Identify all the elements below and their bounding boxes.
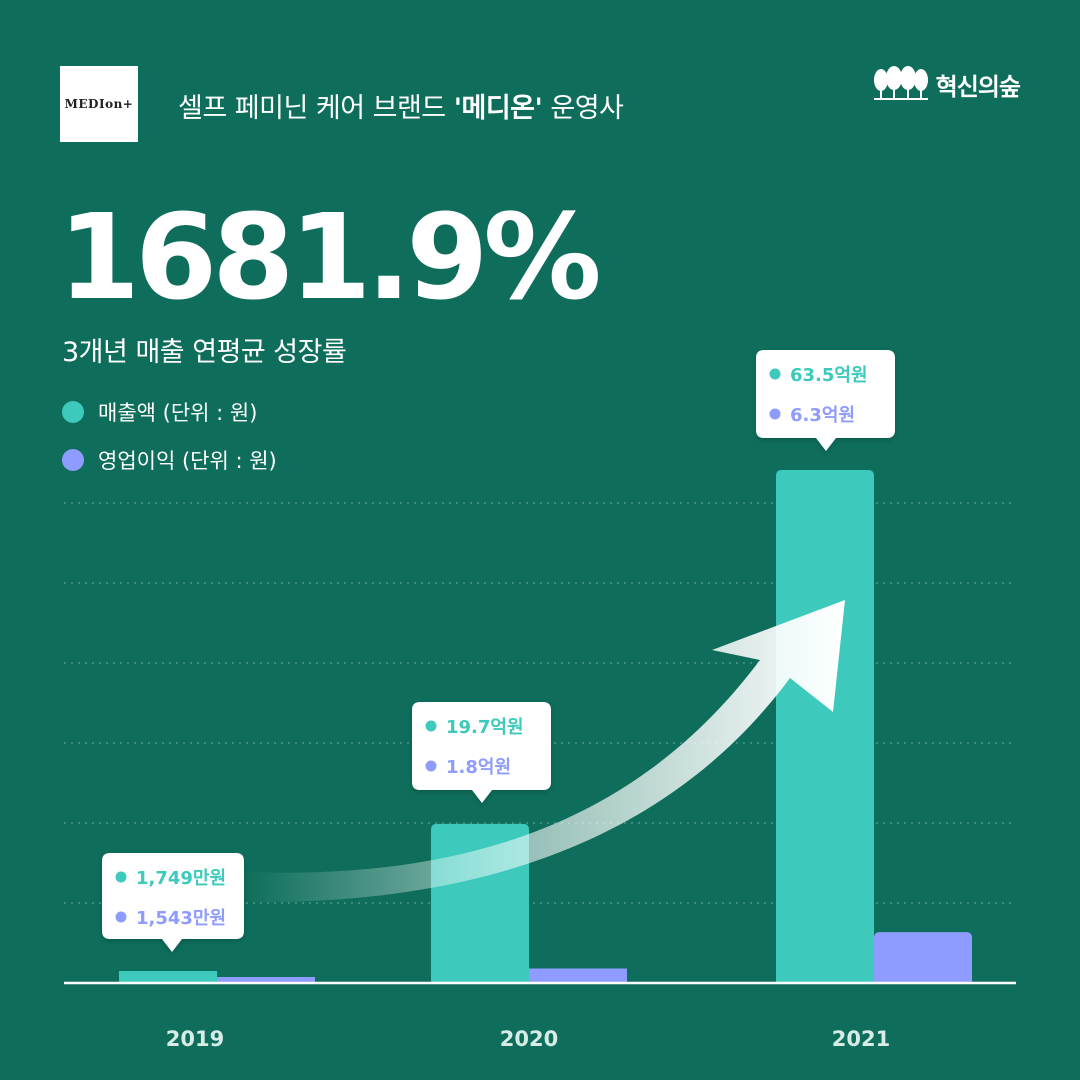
data-label-revenue-2019: 1,749만원: [136, 868, 226, 889]
chart-legend: 매출액 (단위 : 원) 영업이익 (단위 : 원): [62, 392, 277, 488]
x-tick-2020: 2020: [500, 1027, 558, 1051]
label-dot-profit: [425, 760, 437, 772]
legend-label-profit: 영업이익 (단위 : 원): [98, 449, 277, 473]
data-label-2021: 63.5억원 6.3억원: [756, 350, 895, 451]
label-dot-revenue: [425, 720, 437, 732]
x-tick-2021: 2021: [832, 1027, 890, 1051]
data-label-2020: 19.7억원 1.8억원: [412, 702, 551, 803]
label-bubble: [756, 350, 895, 451]
tagline-suffix: 운영사: [542, 93, 624, 124]
legend-dot-revenue: [62, 401, 84, 423]
data-label-2019: 1,749만원 1,543만원: [102, 853, 244, 952]
label-dot-profit: [769, 408, 781, 420]
label-bubble: [412, 702, 551, 803]
bar-revenue-2021: [776, 470, 874, 983]
tagline-prefix: 셀프 페미닌 케어 브랜드: [178, 93, 454, 124]
bar-profit-2019: [217, 977, 315, 983]
label-dot-revenue: [769, 368, 781, 380]
label-dot-revenue: [115, 871, 127, 883]
data-label-profit-2019: 1,543만원: [136, 908, 226, 929]
bar-profit-2020: [529, 968, 627, 983]
x-axis: 2019 2020 2021: [64, 981, 1016, 1051]
legend-dot-profit: [62, 449, 84, 471]
growth-arrow: [245, 600, 845, 903]
data-labels: 1,749만원 1,543만원 19.7억원 1.8억원 63.5억원 6.3억원: [102, 350, 895, 952]
label-bubble: [102, 853, 244, 952]
data-label-revenue-2020: 19.7억원: [446, 717, 524, 738]
label-dot-profit: [115, 911, 127, 923]
tagline-brand: '메디온': [453, 93, 543, 124]
company-brand: 혁신의숲: [872, 66, 1021, 102]
bar-profit-2021: [874, 932, 972, 983]
x-tick-2019: 2019: [166, 1027, 224, 1051]
data-label-profit-2021: 6.3억원: [790, 405, 855, 426]
growth-arrow-shape: [245, 600, 845, 903]
growth-rate: 1681.9%: [58, 188, 602, 326]
forest-icon: [873, 66, 928, 100]
logo-text: MEDIon+: [64, 97, 134, 111]
data-label-profit-2020: 1.8억원: [446, 757, 511, 778]
header-tagline: 셀프 페미닌 케어 브랜드 '메디온' 운영사: [178, 86, 624, 125]
growth-caption: 3개년 매출 연평균 성장률: [62, 337, 347, 368]
legend-item-revenue: 매출액 (단위 : 원): [62, 392, 277, 432]
company-name: 혁신의숲: [935, 72, 1021, 101]
legend-label-revenue: 매출액 (단위 : 원): [98, 401, 258, 425]
bar-revenue-2019: [119, 971, 217, 983]
medion-logo: MEDIon+: [60, 66, 138, 142]
data-label-revenue-2021: 63.5억원: [790, 365, 868, 386]
legend-item-profit: 영업이익 (단위 : 원): [62, 440, 277, 480]
